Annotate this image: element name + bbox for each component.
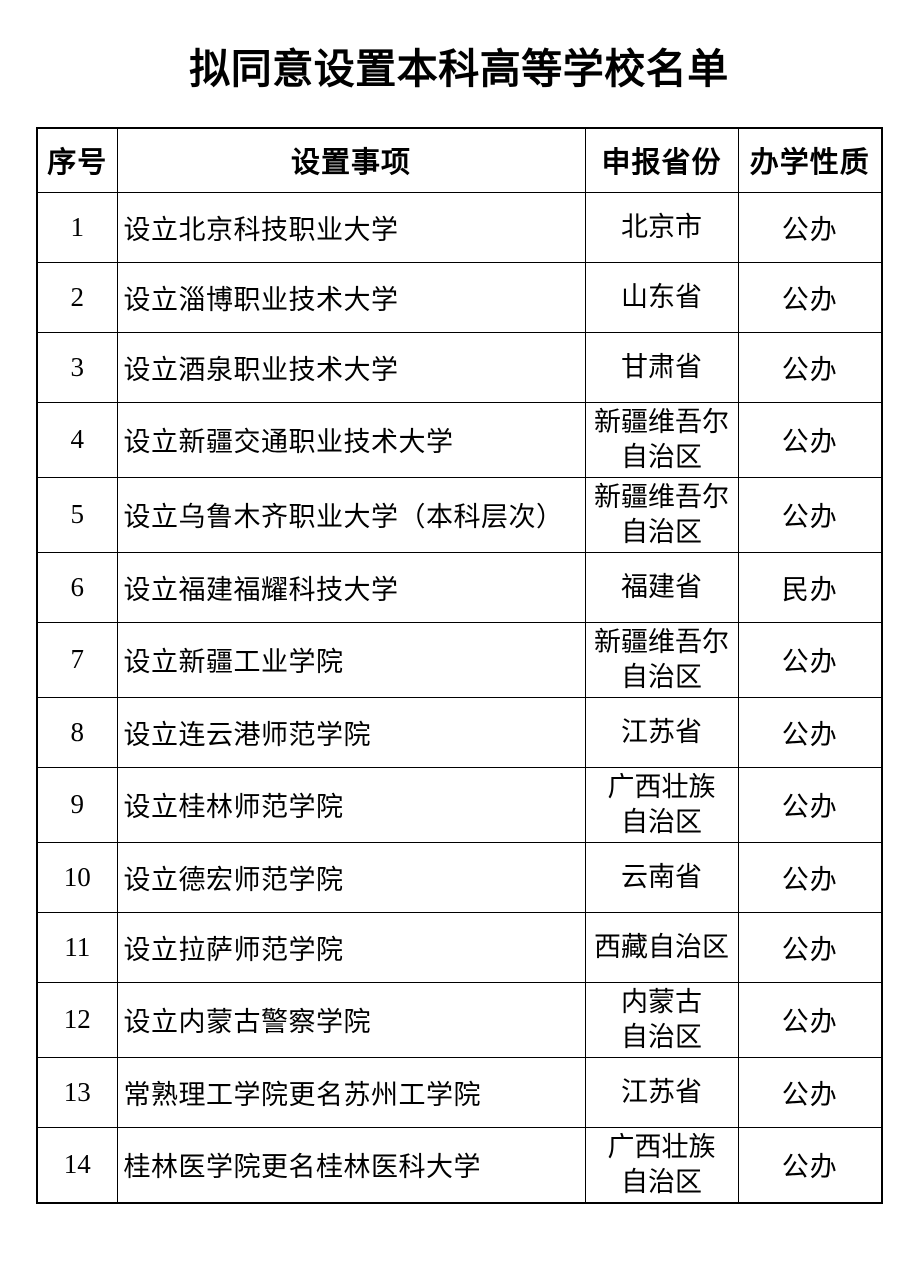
cell-serial-number: 14	[36, 1126, 118, 1204]
cell-school-nature: 公办	[737, 401, 883, 478]
cell-setup-item: 常熟理工学院更名苏州工学院	[116, 1056, 586, 1128]
cell-setup-item: 设立酒泉职业技术大学	[116, 331, 586, 403]
table-row: 3 设立酒泉职业技术大学 甘肃省 公办	[36, 331, 883, 403]
cell-province: 山东省	[584, 261, 739, 333]
cell-province: 西藏自治区	[584, 911, 739, 983]
cell-province: 新疆维吾尔 自治区	[584, 621, 739, 698]
column-header-setup-item: 设置事项	[116, 127, 586, 193]
cell-serial-number: 4	[36, 401, 118, 478]
cell-province: 北京市	[584, 191, 739, 263]
cell-serial-number: 10	[36, 841, 118, 913]
cell-setup-item: 设立福建福耀科技大学	[116, 551, 586, 623]
table-row: 4 设立新疆交通职业技术大学 新疆维吾尔 自治区 公办	[36, 401, 883, 478]
cell-setup-item: 设立内蒙古警察学院	[116, 981, 586, 1058]
cell-serial-number: 1	[36, 191, 118, 263]
cell-serial-number: 9	[36, 766, 118, 843]
cell-setup-item: 桂林医学院更名桂林医科大学	[116, 1126, 586, 1204]
cell-school-nature: 民办	[737, 551, 883, 623]
column-header-serial-number: 序号	[36, 127, 118, 193]
cell-school-nature: 公办	[737, 696, 883, 768]
cell-school-nature: 公办	[737, 476, 883, 553]
cell-serial-number: 12	[36, 981, 118, 1058]
table-row: 9 设立桂林师范学院 广西壮族 自治区 公办	[36, 766, 883, 843]
cell-province: 新疆维吾尔 自治区	[584, 476, 739, 553]
cell-province: 江苏省	[584, 1056, 739, 1128]
cell-setup-item: 设立新疆交通职业技术大学	[116, 401, 586, 478]
table-row: 14 桂林医学院更名桂林医科大学 广西壮族 自治区 公办	[36, 1126, 883, 1204]
approval-table: 序号 设置事项 申报省份 办学性质 1 设立北京科技职业大学 北京市 公办 2 …	[36, 127, 883, 1204]
cell-serial-number: 8	[36, 696, 118, 768]
cell-serial-number: 7	[36, 621, 118, 698]
table-row: 10 设立德宏师范学院 云南省 公办	[36, 841, 883, 913]
cell-serial-number: 2	[36, 261, 118, 333]
table-row: 2 设立淄博职业技术大学 山东省 公办	[36, 261, 883, 333]
table-body: 1 设立北京科技职业大学 北京市 公办 2 设立淄博职业技术大学 山东省 公办 …	[36, 191, 883, 1204]
cell-school-nature: 公办	[737, 191, 883, 263]
cell-setup-item: 设立德宏师范学院	[116, 841, 586, 913]
cell-serial-number: 3	[36, 331, 118, 403]
table-row: 11 设立拉萨师范学院 西藏自治区 公办	[36, 911, 883, 983]
cell-province: 甘肃省	[584, 331, 739, 403]
table-row: 8 设立连云港师范学院 江苏省 公办	[36, 696, 883, 768]
cell-serial-number: 13	[36, 1056, 118, 1128]
cell-setup-item: 设立拉萨师范学院	[116, 911, 586, 983]
cell-serial-number: 11	[36, 911, 118, 983]
cell-school-nature: 公办	[737, 1056, 883, 1128]
table-header-row: 序号 设置事项 申报省份 办学性质	[36, 127, 883, 193]
cell-setup-item: 设立桂林师范学院	[116, 766, 586, 843]
cell-school-nature: 公办	[737, 261, 883, 333]
cell-school-nature: 公办	[737, 766, 883, 843]
cell-school-nature: 公办	[737, 981, 883, 1058]
column-header-school-nature: 办学性质	[737, 127, 883, 193]
document-title: 拟同意设置本科高等学校名单	[189, 46, 729, 92]
table-row: 6 设立福建福耀科技大学 福建省 民办	[36, 551, 883, 623]
table-row: 1 设立北京科技职业大学 北京市 公办	[36, 191, 883, 263]
column-header-province: 申报省份	[584, 127, 739, 193]
cell-school-nature: 公办	[737, 1126, 883, 1204]
cell-province: 江苏省	[584, 696, 739, 768]
cell-province: 广西壮族 自治区	[584, 766, 739, 843]
cell-province: 内蒙古 自治区	[584, 981, 739, 1058]
cell-setup-item: 设立新疆工业学院	[116, 621, 586, 698]
table-row: 7 设立新疆工业学院 新疆维吾尔 自治区 公办	[36, 621, 883, 698]
cell-serial-number: 5	[36, 476, 118, 553]
cell-school-nature: 公办	[737, 911, 883, 983]
cell-province: 云南省	[584, 841, 739, 913]
cell-setup-item: 设立淄博职业技术大学	[116, 261, 586, 333]
cell-setup-item: 设立乌鲁木齐职业大学（本科层次）	[116, 476, 586, 553]
table-row: 12 设立内蒙古警察学院 内蒙古 自治区 公办	[36, 981, 883, 1058]
cell-province: 新疆维吾尔 自治区	[584, 401, 739, 478]
table-row: 5 设立乌鲁木齐职业大学（本科层次） 新疆维吾尔 自治区 公办	[36, 476, 883, 553]
cell-school-nature: 公办	[737, 841, 883, 913]
cell-setup-item: 设立连云港师范学院	[116, 696, 586, 768]
cell-school-nature: 公办	[737, 621, 883, 698]
table-row: 13 常熟理工学院更名苏州工学院 江苏省 公办	[36, 1056, 883, 1128]
cell-setup-item: 设立北京科技职业大学	[116, 191, 586, 263]
cell-province: 广西壮族 自治区	[584, 1126, 739, 1204]
cell-school-nature: 公办	[737, 331, 883, 403]
cell-serial-number: 6	[36, 551, 118, 623]
cell-province: 福建省	[584, 551, 739, 623]
